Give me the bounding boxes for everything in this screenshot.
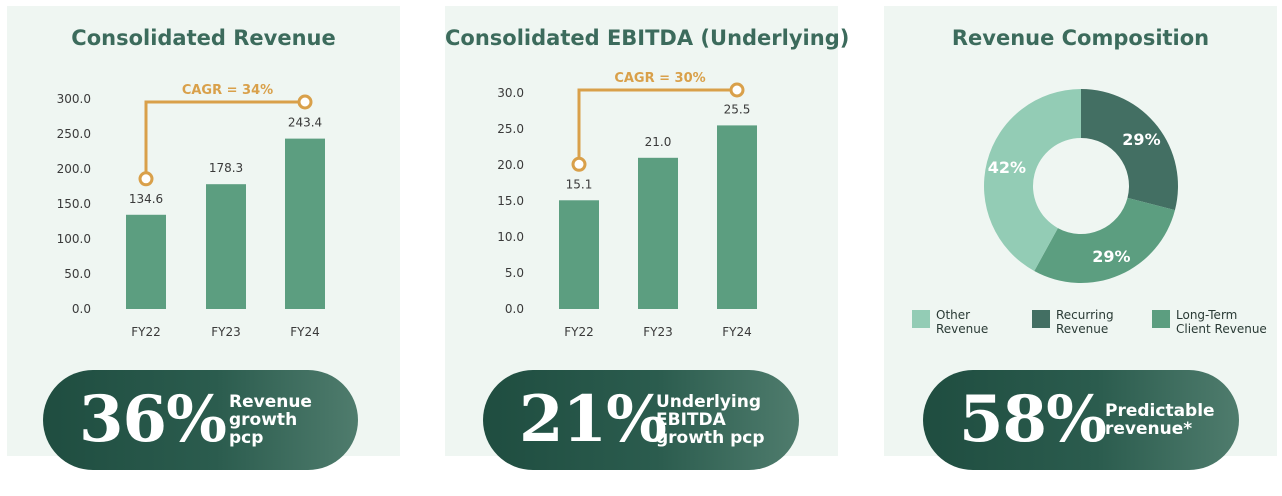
legend-swatch xyxy=(912,310,930,328)
donut-slice-long-term-client-revenue xyxy=(1034,197,1175,283)
bar-value-label: 25.5 xyxy=(724,102,751,116)
bar-fy22 xyxy=(126,214,166,309)
legend-swatch xyxy=(1152,310,1170,328)
bar-fy23 xyxy=(638,157,678,309)
composition-legend: Other Revenue Recurring Revenue Long-Ter… xyxy=(884,308,1277,348)
donut-slice-recurring-revenue xyxy=(1081,89,1178,211)
ebitda-bar-chart: 0.0 5.0 10.0 15.0 20.0 25.0 30.0 15.1 FY22 21.0 FY… xyxy=(497,71,757,339)
revenue-bar-chart: 0.0 50.0 100.0 150.0 200.0 250.0 300.0 134.6 FY2… xyxy=(57,83,325,339)
y-tick-label: 15.0 xyxy=(497,194,524,208)
y-tick-label: 0.0 xyxy=(72,302,91,316)
predictable-revenue-value: 58% xyxy=(959,382,1107,457)
ebitda-panel: Consolidated EBITDA (Underlying) 0.0 5.0 1… xyxy=(445,6,850,470)
y-tick-label: 5.0 xyxy=(505,266,524,280)
y-tick-label: 150.0 xyxy=(57,197,91,211)
x-tick-label: FY24 xyxy=(290,325,320,339)
bar-fy24 xyxy=(285,138,325,309)
legend-label: Recurring Revenue xyxy=(1056,308,1114,336)
donut-slice-other-revenue xyxy=(984,89,1081,272)
x-tick-label: FY23 xyxy=(643,325,673,339)
donut-slice-label: 29% xyxy=(1092,247,1130,266)
bar-value-label: 21.0 xyxy=(645,135,672,149)
bar-fy22 xyxy=(559,200,599,309)
cagr-end-marker xyxy=(729,82,745,98)
legend-item-long-term-client-revenue: Long-Term Client Revenue xyxy=(1152,308,1267,336)
legend-label: Long-Term Client Revenue xyxy=(1176,308,1267,336)
y-tick-label: 30.0 xyxy=(497,86,524,100)
ebitda-growth-kpi: 21% Underlying EBITDA growth pcp xyxy=(483,370,799,470)
cagr-label: CAGR = 34% xyxy=(182,83,273,98)
y-tick-label: 250.0 xyxy=(57,127,91,141)
y-tick-label: 50.0 xyxy=(64,267,91,281)
x-tick-label: FY22 xyxy=(131,325,161,339)
cagr-end-marker xyxy=(297,94,313,110)
donut-slice-label: 29% xyxy=(1122,130,1160,149)
predictable-revenue-label: Predictable revenue* xyxy=(1105,401,1215,439)
legend-swatch xyxy=(1032,310,1050,328)
y-tick-label: 25.0 xyxy=(497,122,524,136)
cagr-connector-line xyxy=(144,100,298,172)
revenue-growth-label: Revenue growth pcp xyxy=(229,392,312,448)
y-tick-label: 300.0 xyxy=(57,92,91,106)
bar-value-label: 15.1 xyxy=(566,177,593,191)
revenue-growth-value: 36% xyxy=(79,382,227,457)
revenue-composition-donut: 29% 29% 42% xyxy=(984,89,1178,283)
cagr-connector-line xyxy=(577,88,730,158)
revenue-chart-title: Consolidated Revenue xyxy=(71,26,336,50)
composition-chart-title: Revenue Composition xyxy=(951,26,1210,50)
bar-value-label: 134.6 xyxy=(129,192,163,206)
y-tick-label: 0.0 xyxy=(505,302,524,316)
legend-item-recurring-revenue: Recurring Revenue xyxy=(1032,308,1114,336)
bar-value-label: 243.4 xyxy=(288,116,322,130)
ebitda-growth-label: Underlying EBITDA growth pcp xyxy=(656,392,765,448)
cagr-start-marker xyxy=(571,156,587,172)
bar-value-label: 178.3 xyxy=(209,161,243,175)
x-tick-label: FY24 xyxy=(722,325,752,339)
y-tick-label: 100.0 xyxy=(57,232,91,246)
predictable-revenue-kpi: 58% Predictable revenue* xyxy=(923,370,1239,470)
legend-label: Other Revenue xyxy=(936,308,989,336)
y-tick-label: 10.0 xyxy=(497,230,524,244)
ebitda-chart-title: Consolidated EBITDA (Underlying) xyxy=(445,26,850,50)
x-tick-label: FY22 xyxy=(564,325,594,339)
legend-item-other-revenue: Other Revenue xyxy=(912,308,988,336)
cagr-start-marker xyxy=(138,171,154,187)
bar-fy24 xyxy=(717,125,757,310)
y-tick-label: 20.0 xyxy=(497,158,524,172)
revenue-composition-panel: Revenue Composition 29% 29% 42% Other Reve… xyxy=(884,6,1277,470)
x-tick-label: FY23 xyxy=(211,325,241,339)
ebitda-growth-value: 21% xyxy=(519,382,667,457)
donut-slice-label: 42% xyxy=(988,158,1026,177)
bar-fy23 xyxy=(206,184,246,309)
revenue-growth-kpi: 36% Revenue growth pcp xyxy=(43,370,358,470)
y-tick-label: 200.0 xyxy=(57,162,91,176)
cagr-label: CAGR = 30% xyxy=(614,71,705,86)
revenue-panel: Consolidated Revenue 0.0 50.0 100.0 150.0 20… xyxy=(7,6,400,470)
